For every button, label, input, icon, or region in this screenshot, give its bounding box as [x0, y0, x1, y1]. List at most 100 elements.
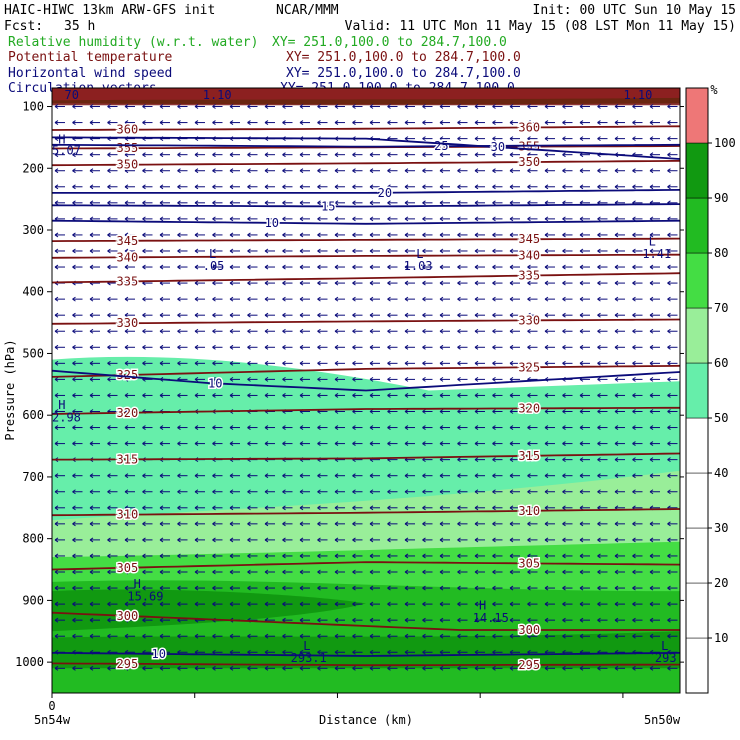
wind-vector-head: [387, 360, 391, 366]
wind-vector-head: [334, 505, 339, 511]
wind-vector-head: [457, 521, 461, 527]
wind-vector-head: [649, 601, 654, 607]
wind-vector-head: [282, 505, 286, 511]
wind-vector-head: [107, 521, 111, 527]
wind-vector-head: [404, 376, 409, 382]
wind-vector-head: [124, 152, 129, 158]
wind-vector-head: [527, 569, 531, 575]
wind-vector-head: [334, 585, 339, 591]
wind-vector-head: [247, 633, 251, 639]
wind-vector-head: [299, 216, 304, 222]
wind-vector-head: [107, 376, 111, 382]
wind-vector-head: [89, 104, 94, 109]
wind-vector-head: [527, 232, 531, 238]
wind-vector-head: [544, 104, 549, 109]
y-tick-label: 600: [22, 408, 44, 422]
wind-vector-head: [317, 633, 321, 639]
wind-vector-head: [264, 296, 269, 302]
wind-vector-head: [474, 633, 479, 639]
wind-vector-head: [597, 569, 601, 575]
theta-contour-label: 300: [117, 609, 139, 623]
wind-vector-head: [527, 441, 531, 447]
wind-vector-head: [124, 553, 129, 559]
colorbar-unit: %: [710, 83, 718, 97]
wind-vector-head: [124, 104, 129, 109]
wind-vector-head: [667, 312, 671, 318]
wind-vector-head: [527, 521, 531, 527]
wind-vector-head: [614, 537, 619, 543]
wind-vector-head: [142, 296, 146, 302]
wind-vector-head: [474, 200, 479, 206]
wind-vector-head: [404, 649, 409, 655]
wind-vector-head: [544, 473, 549, 479]
wind-vector-head: [579, 184, 584, 190]
wind-vector-head: [352, 360, 356, 366]
wind-vector-head: [562, 232, 566, 238]
wind-vector-head: [667, 569, 671, 575]
wind-vector-head: [422, 344, 426, 350]
wind-vector-head: [649, 393, 654, 398]
wind-vector-head: [142, 216, 146, 222]
wind-vector-head: [649, 553, 654, 559]
theta-contour-line: [51, 561, 681, 571]
wind-vector-head: [369, 232, 374, 238]
wind-vector-head: [667, 264, 671, 270]
wind-vector-head: [492, 393, 496, 398]
wind-vector-head: [247, 168, 251, 174]
wind-vector-head: [404, 521, 409, 527]
wind-vector-head: [107, 585, 111, 591]
wind-vector-head: [474, 457, 479, 463]
wind-vector-head: [597, 296, 601, 302]
wind-vector-head: [54, 232, 59, 238]
wind-vector-head: [282, 328, 286, 334]
wind-vector-head: [649, 409, 654, 414]
wind-vector-head: [387, 344, 391, 350]
wind-vector-head: [334, 649, 339, 655]
wind-vector-head: [159, 473, 164, 479]
wind-vector-head: [352, 312, 356, 318]
wind-vector-head: [422, 152, 426, 158]
wind-vector-head: [124, 376, 129, 382]
wind-vector-head: [544, 136, 549, 142]
wind-vector-head: [667, 441, 671, 447]
wind-vector-head: [562, 136, 566, 142]
wind-vector-head: [439, 649, 444, 655]
wind-vector-head: [527, 457, 531, 463]
wind-vector-head: [422, 136, 426, 142]
wind-vector-head: [632, 425, 636, 430]
wind-vector-head: [229, 120, 234, 125]
wind-vector-head: [229, 585, 234, 591]
wind-vector-head: [474, 280, 479, 286]
x-tick-label-0: 0: [48, 699, 55, 713]
wind-vector-head: [597, 537, 601, 543]
wind-vector-head: [387, 168, 391, 174]
wind-vector-head: [299, 376, 304, 382]
wind-vector-head: [439, 296, 444, 302]
wind-vector-head: [457, 585, 461, 591]
wind-vector-head: [282, 553, 286, 559]
wind-vector-head: [509, 665, 514, 671]
wind-vector-head: [124, 569, 129, 575]
theta-contour-label: 295: [518, 658, 540, 672]
wind-vector-head: [632, 441, 636, 447]
wind-vector-head: [177, 665, 181, 671]
wind-vector-head: [107, 312, 111, 318]
wind-vector-head: [492, 633, 496, 639]
wind-vector-head: [264, 553, 269, 559]
wind-vector-head: [509, 296, 514, 302]
colorbar-tick-label: 90: [714, 191, 728, 205]
wind-vector-head: [72, 264, 76, 270]
wind-vector-head: [177, 120, 181, 125]
y-tick-label: 200: [22, 161, 44, 175]
wind-vector-head: [124, 200, 129, 206]
wind-vector-head: [492, 184, 496, 190]
wind-vector-head: [527, 553, 531, 559]
wind-vector-head: [282, 360, 286, 366]
wind-speed-contour-label: 10: [208, 376, 222, 390]
wind-vector-head: [194, 489, 199, 495]
wind-vector-head: [457, 473, 461, 479]
colorbar-tick-label: 60: [714, 356, 728, 370]
wind-vector-head: [562, 296, 566, 302]
wind-vector-head: [229, 425, 234, 430]
extremum-annotation: 1.41: [642, 247, 671, 261]
